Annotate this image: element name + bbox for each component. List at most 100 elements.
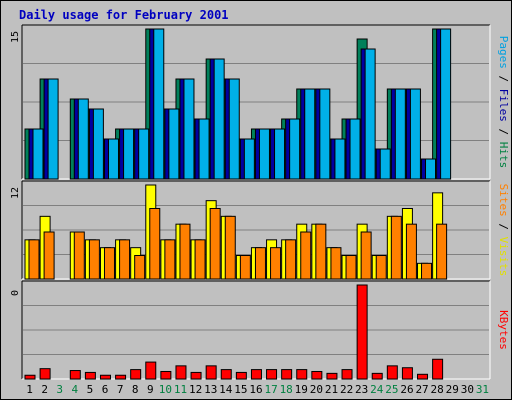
bar-kbytes <box>175 365 187 380</box>
legend-segment: Visits <box>497 237 510 277</box>
day-label: 6 <box>102 383 109 396</box>
day-label: 23 <box>355 383 368 396</box>
bar-sites <box>28 239 40 280</box>
y-max-label: 15 <box>10 31 21 43</box>
bar-kbytes <box>250 369 262 380</box>
bar-kbytes <box>99 374 111 380</box>
bar-pages <box>379 148 391 180</box>
legend-segment: / <box>497 217 510 237</box>
panel-sites-visits: 12 Sites / Visits <box>10 180 510 280</box>
day-label: 21 <box>325 383 338 396</box>
bar-sites <box>134 255 146 280</box>
legend-segment: / <box>497 122 510 142</box>
bar-pages <box>123 128 135 180</box>
bar-sites <box>405 223 417 280</box>
bar-sites <box>164 239 176 280</box>
day-label: 8 <box>132 383 139 396</box>
day-label: 19 <box>295 383 308 396</box>
bar-sites <box>43 231 55 280</box>
series-pages <box>32 28 452 180</box>
day-label: 15 <box>234 383 247 396</box>
panels-layer: 15 Pages / Files / Hits 12 Sites / Visits 0 K… <box>10 24 510 380</box>
day-label: 11 <box>174 383 187 396</box>
day-label: 22 <box>340 383 353 396</box>
legend-segment: Files <box>497 89 510 122</box>
bar-sites <box>330 247 342 280</box>
bar-pages <box>183 78 195 180</box>
bar-sites <box>436 223 448 280</box>
legend-segment: Hits <box>497 142 510 169</box>
bar-sites <box>103 247 115 280</box>
bar-kbytes <box>69 370 81 380</box>
bar-pages <box>334 138 346 180</box>
bar-pages <box>77 98 89 180</box>
bar-sites <box>375 255 387 280</box>
bar-kbytes <box>311 370 323 380</box>
bar-pages <box>92 108 104 180</box>
bar-sites <box>194 239 206 280</box>
bar-sites <box>270 247 282 280</box>
day-label: 30 <box>461 383 474 396</box>
bar-sites <box>239 255 251 280</box>
bar-sites <box>224 215 236 280</box>
bar-kbytes <box>145 361 157 380</box>
bar-sites <box>149 208 161 280</box>
bar-pages <box>319 88 331 180</box>
y-max-label: 0 <box>10 290 21 296</box>
bar-kbytes <box>432 358 444 380</box>
bar-pages <box>138 128 150 180</box>
bar-kbytes <box>24 374 36 380</box>
bar-kbytes <box>235 371 247 380</box>
bar-kbytes <box>39 368 51 380</box>
bar-sites <box>421 262 433 280</box>
bar-sites <box>88 239 100 280</box>
bar-kbytes <box>281 369 293 380</box>
day-label: 10 <box>159 383 172 396</box>
bar-pages <box>32 128 44 180</box>
bar-kbytes <box>160 370 172 380</box>
bar-pages <box>440 28 452 180</box>
day-label: 14 <box>219 383 233 396</box>
bar-kbytes <box>417 373 429 380</box>
bar-kbytes <box>341 369 353 380</box>
bar-kbytes <box>401 367 413 380</box>
bar-sites <box>345 255 357 280</box>
bar-pages <box>289 118 301 180</box>
day-label: 7 <box>117 383 124 396</box>
bar-pages <box>274 128 286 180</box>
day-label: 24 <box>370 383 384 396</box>
bar-pages <box>213 58 225 180</box>
bar-pages <box>364 48 376 180</box>
bar-sites <box>360 231 372 280</box>
bar-pages <box>153 28 165 180</box>
bar-pages <box>425 158 437 180</box>
bar-kbytes <box>115 374 127 380</box>
bar-pages <box>47 78 59 180</box>
panel-pages-files-hits: 15 Pages / Files / Hits <box>10 24 510 180</box>
bar-sites <box>285 239 297 280</box>
day-label: 12 <box>189 383 202 396</box>
legend-segment: KBytes <box>497 310 510 350</box>
day-label: 20 <box>310 383 323 396</box>
bar-kbytes <box>130 369 142 380</box>
bar-kbytes <box>371 372 383 380</box>
bar-sites <box>179 223 191 280</box>
bar-sites <box>254 247 266 280</box>
day-label: 4 <box>72 383 79 396</box>
bar-kbytes <box>84 371 96 380</box>
bar-pages <box>228 78 240 180</box>
day-label: 2 <box>41 383 48 396</box>
bar-pages <box>304 88 316 180</box>
bar-pages <box>168 108 180 180</box>
day-labels: 1 2 3 4 5 6 7 8 9 10 11 12 13 14 15 16 17 18 19 20 21 22 23 24 2… <box>26 383 489 396</box>
panel-kbytes: 0 KBytes <box>10 280 510 380</box>
bar-kbytes <box>386 365 398 380</box>
bar-sites <box>390 215 402 280</box>
bar-sites <box>119 239 131 280</box>
bar-sites <box>73 231 85 280</box>
bar-pages <box>349 118 361 180</box>
day-label: 27 <box>415 383 428 396</box>
chart-title: Daily usage for February 2001 <box>19 8 229 22</box>
legend-sites-visits: Sites / Visits <box>497 184 510 277</box>
